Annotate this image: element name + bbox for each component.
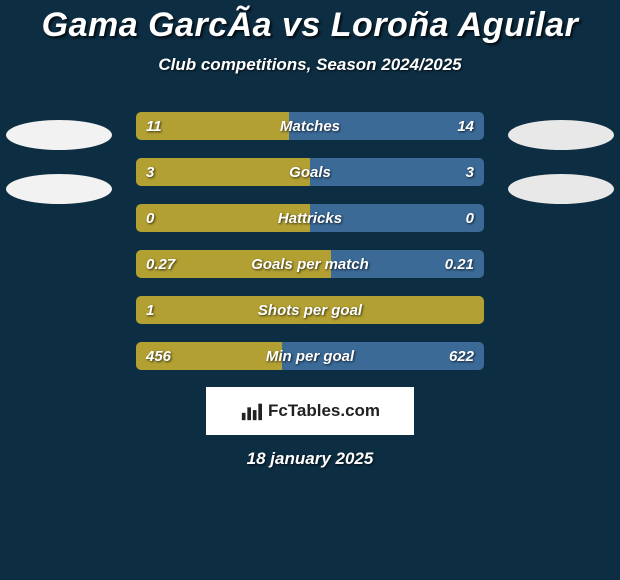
logo-text: FcTables.com (268, 401, 380, 421)
bar-value-b: 3 (466, 158, 474, 186)
bar-row: 00Hattricks (135, 203, 485, 233)
avatar-b-bottom (508, 174, 614, 204)
avatar-a-bottom (6, 174, 112, 204)
content: Gama GarcÃ­a vs Loroña Aguilar Club comp… (0, 0, 620, 580)
bar-chart-icon (240, 400, 262, 422)
avatar-b-top (508, 120, 614, 150)
bar-value-b: 0.21 (445, 250, 474, 278)
avatar-right-group (508, 120, 614, 228)
bar-value-a: 1 (146, 296, 154, 324)
logo-box: FcTables.com (206, 387, 414, 435)
bar-value-a: 456 (146, 342, 171, 370)
avatar-left-group (6, 120, 112, 228)
bar-value-b: 14 (457, 112, 474, 140)
bar-fill-a (136, 204, 310, 232)
page-title: Gama GarcÃ­a vs Loroña Aguilar (0, 6, 620, 45)
subtitle: Club competitions, Season 2024/2025 (0, 55, 620, 75)
bar-value-a: 0 (146, 204, 154, 232)
bar-value-a: 0.27 (146, 250, 175, 278)
bar-row: 1Shots per goal (135, 295, 485, 325)
bar-fill-a (136, 158, 310, 186)
bar-value-b: 622 (449, 342, 474, 370)
bar-fill-b (289, 112, 484, 140)
bar-value-b: 0 (466, 204, 474, 232)
bar-fill-a (136, 296, 484, 324)
bar-fill-b (310, 158, 484, 186)
date-label: 18 january 2025 (0, 449, 620, 469)
bar-value-a: 3 (146, 158, 154, 186)
bar-row: 0.270.21Goals per match (135, 249, 485, 279)
bar-row: 1114Matches (135, 111, 485, 141)
avatar-a-top (6, 120, 112, 150)
comparison-chart: 1114Matches33Goals00Hattricks0.270.21Goa… (135, 111, 485, 371)
bar-row: 33Goals (135, 157, 485, 187)
bar-row: 456622Min per goal (135, 341, 485, 371)
bar-fill-b (310, 204, 484, 232)
bar-value-a: 11 (146, 112, 162, 140)
